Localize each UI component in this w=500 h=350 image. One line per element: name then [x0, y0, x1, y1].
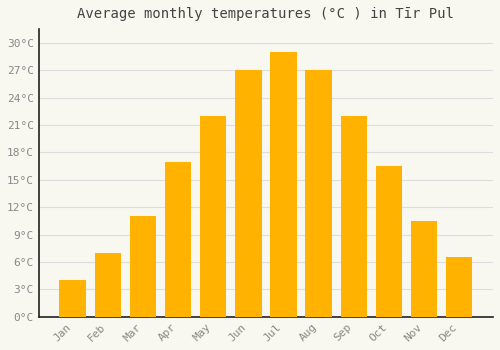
- Bar: [446, 258, 472, 317]
- Bar: [130, 287, 156, 317]
- Bar: [200, 257, 226, 317]
- Bar: [270, 52, 296, 317]
- Bar: [340, 257, 367, 317]
- Bar: [94, 298, 121, 317]
- Bar: [340, 116, 367, 317]
- Bar: [165, 270, 191, 317]
- Bar: [235, 243, 262, 317]
- Bar: [306, 70, 332, 317]
- Bar: [306, 243, 332, 317]
- Bar: [411, 221, 438, 317]
- Title: Average monthly temperatures (°C ) in Tīr Pul: Average monthly temperatures (°C ) in Tī…: [78, 7, 454, 21]
- Bar: [130, 216, 156, 317]
- Bar: [94, 253, 121, 317]
- Bar: [200, 116, 226, 317]
- Bar: [376, 166, 402, 317]
- Bar: [60, 306, 86, 317]
- Bar: [270, 237, 296, 317]
- Bar: [376, 272, 402, 317]
- Bar: [235, 70, 262, 317]
- Bar: [60, 280, 86, 317]
- Bar: [411, 288, 438, 317]
- Bar: [446, 299, 472, 317]
- Bar: [165, 161, 191, 317]
